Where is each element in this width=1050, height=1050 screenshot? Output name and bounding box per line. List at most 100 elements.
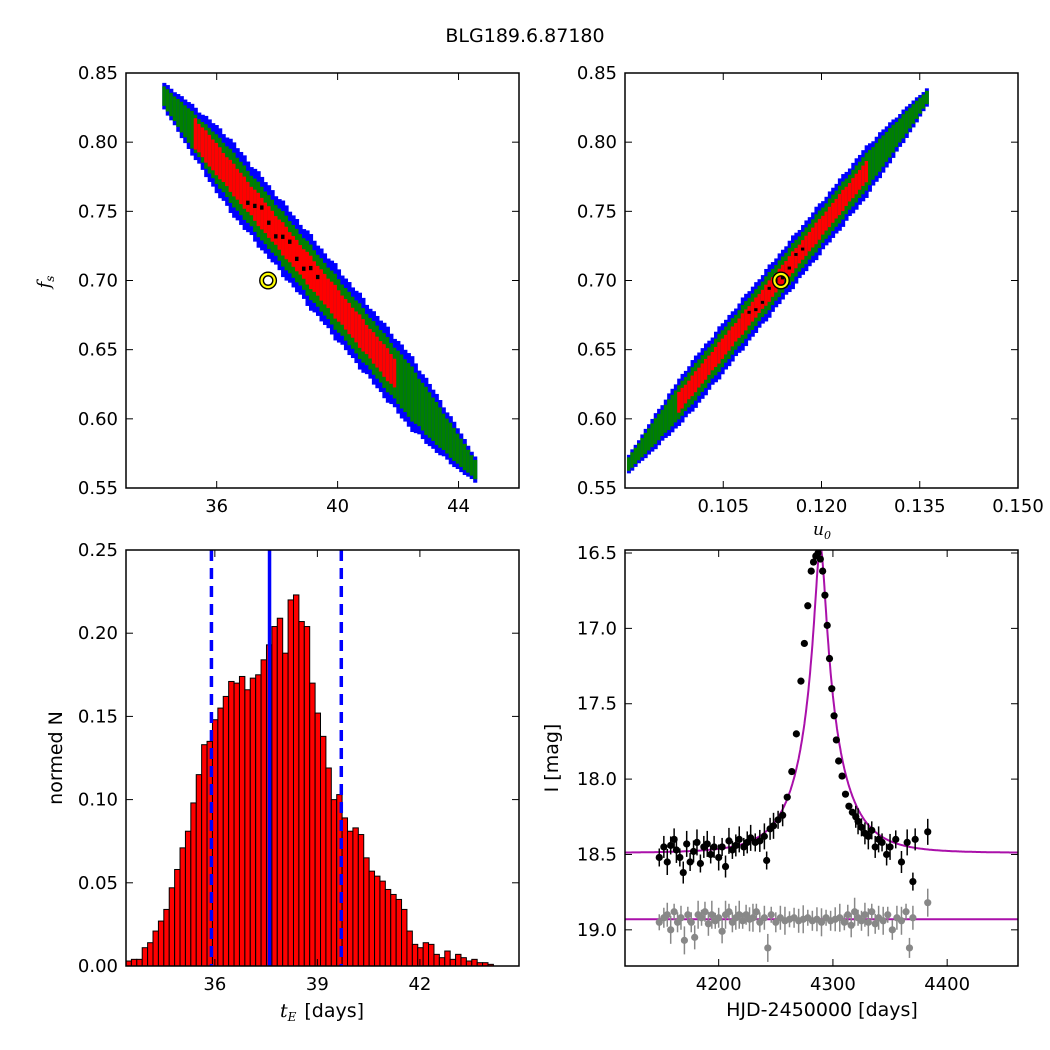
residual-point (691, 933, 699, 941)
data-point (689, 847, 698, 856)
band-cell-middle (898, 118, 903, 143)
band-cell-core (246, 200, 251, 205)
histogram-bar (201, 744, 208, 966)
x-tick-label: 4200 (696, 974, 742, 995)
band-cell-inner (302, 249, 307, 279)
residual-point (749, 914, 757, 922)
histogram-bar (411, 943, 419, 966)
data-point (883, 850, 891, 859)
tE-histogram-bars (126, 550, 494, 966)
band-cell-middle (452, 427, 457, 461)
data-point (725, 837, 733, 845)
band-cell-middle (874, 142, 879, 176)
band-cell-inner (804, 235, 809, 256)
band-cell-inner (368, 328, 373, 359)
y-tick-label: 16.5 (577, 543, 617, 564)
band-cell-inner (861, 165, 866, 186)
band-cell-middle (434, 401, 439, 445)
band-cell-core (801, 247, 805, 251)
y-tick-label: 0.75 (78, 201, 118, 222)
data-point (819, 567, 827, 575)
band-cell-inner (777, 268, 782, 289)
band-cell-middle (396, 350, 401, 404)
histogram-bar (179, 847, 186, 966)
band-cell-core (315, 274, 321, 280)
light-curve-xlabel: HJD-2450000 [days] (726, 999, 918, 1021)
data-point (686, 858, 694, 866)
histogram-bar (147, 942, 154, 966)
band-cell-middle (179, 101, 184, 133)
band-cell-inner (817, 218, 822, 240)
histogram-bar (190, 802, 197, 966)
band-cell-middle (406, 362, 411, 417)
histogram-bar (320, 735, 327, 966)
band-cell-inner (312, 261, 317, 292)
residual-point (655, 918, 663, 926)
band-cell-middle (190, 110, 195, 149)
data-point (807, 567, 815, 575)
data-point (830, 712, 838, 720)
band-cell-inner (767, 280, 772, 302)
band-cell-inner (326, 278, 331, 309)
band-cell-inner (204, 130, 209, 163)
band-cell-middle (169, 92, 174, 117)
data-point (756, 837, 764, 845)
histogram-bar (271, 626, 278, 966)
residual-point (905, 944, 914, 952)
band-cell-inner (700, 363, 705, 384)
x-tick-label: 44 (447, 496, 470, 517)
panel-tE-histogram: 36 39 420.000.050.100.150.200.25 normed N … (45, 540, 520, 1024)
band-cell-middle (410, 366, 415, 422)
band-cell-inner (714, 346, 718, 368)
band-cell-core (794, 253, 799, 256)
x-tick-label: 0.135 (894, 496, 946, 517)
histogram-bar (303, 626, 311, 966)
x-tick-label: 39 (306, 974, 329, 995)
residual-point (701, 908, 709, 916)
residual-point (868, 908, 876, 916)
band-cell-middle (176, 99, 181, 127)
residual-point (680, 936, 689, 944)
tE-histogram-xlabel: tE [days] (280, 1000, 364, 1024)
residual-point (909, 914, 917, 922)
band-cell-inner (787, 256, 792, 277)
histogram-bar (347, 830, 354, 966)
band-cell-inner (361, 319, 366, 352)
band-cell-middle (643, 432, 648, 455)
data-point (660, 843, 668, 851)
band-cell-inner (270, 210, 275, 242)
band-cell-middle (183, 105, 188, 138)
histogram-bar (276, 617, 284, 966)
data-point (832, 736, 840, 744)
band-cell-middle (403, 359, 408, 413)
data-point (747, 834, 755, 842)
histogram-bar (438, 957, 446, 966)
band-cell-inner (291, 236, 296, 267)
band-cell-inner (256, 192, 261, 227)
band-cell-inner (757, 293, 762, 313)
data-point (854, 817, 862, 825)
band-cell-middle (904, 110, 909, 134)
band-cell-inner (864, 161, 869, 183)
band-cell-inner (232, 163, 237, 197)
band-cell-middle (894, 122, 899, 148)
residual-point (708, 911, 716, 919)
band-cell-inner (683, 384, 688, 404)
histogram-bar (163, 908, 170, 966)
data-point (696, 859, 705, 868)
band-cell-middle (640, 438, 645, 458)
band-cell-middle (455, 433, 460, 464)
band-cell-inner (228, 159, 233, 192)
histogram-bar (238, 675, 246, 966)
band-cell-middle (420, 382, 425, 431)
x-tick-label: 36 (205, 496, 228, 517)
histogram-bar (309, 682, 316, 966)
histogram-bar (357, 834, 365, 966)
band-cell-inner (831, 202, 836, 223)
residual-point (697, 914, 706, 922)
band-cell-middle (172, 96, 177, 122)
residual-point (884, 911, 892, 919)
fs-vs-tE-axes: 36 40 44 0.55 0.60 0.65 0.70 0.75 0.80 0.85 (78, 63, 519, 517)
data-point (804, 602, 812, 610)
y-tick-label: 0.25 (78, 540, 118, 561)
